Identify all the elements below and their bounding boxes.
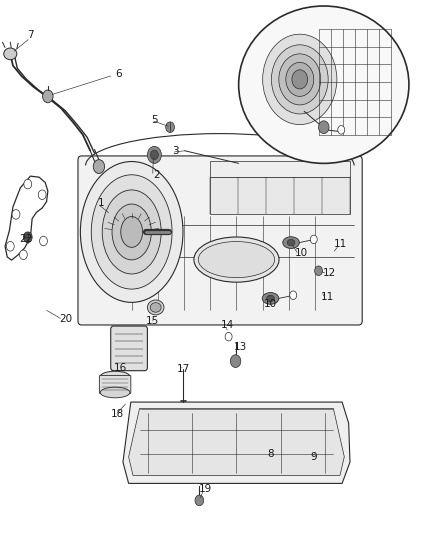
Circle shape — [230, 355, 241, 368]
Circle shape — [148, 147, 161, 164]
Ellipse shape — [239, 6, 409, 164]
Text: 14: 14 — [221, 320, 234, 330]
Text: 12: 12 — [322, 268, 336, 278]
Text: 3: 3 — [172, 146, 179, 156]
Polygon shape — [129, 408, 344, 475]
Circle shape — [292, 70, 307, 89]
Ellipse shape — [287, 239, 295, 246]
Circle shape — [263, 34, 337, 125]
Text: 1: 1 — [98, 198, 104, 208]
Circle shape — [272, 45, 328, 114]
FancyBboxPatch shape — [78, 156, 362, 325]
Ellipse shape — [102, 190, 161, 274]
Ellipse shape — [198, 241, 275, 278]
Ellipse shape — [100, 387, 130, 398]
Ellipse shape — [262, 293, 279, 304]
Text: 10: 10 — [294, 248, 307, 258]
Text: 6: 6 — [115, 69, 122, 79]
Text: 13: 13 — [233, 342, 247, 352]
Text: 7: 7 — [27, 30, 34, 41]
Ellipse shape — [112, 204, 151, 260]
FancyBboxPatch shape — [111, 326, 148, 370]
Circle shape — [195, 495, 204, 506]
Ellipse shape — [121, 216, 143, 247]
Circle shape — [338, 126, 345, 134]
Ellipse shape — [267, 295, 275, 302]
Text: 5: 5 — [151, 115, 158, 125]
Polygon shape — [123, 402, 350, 483]
Text: 16: 16 — [114, 362, 127, 373]
Ellipse shape — [81, 161, 183, 302]
Ellipse shape — [100, 371, 130, 382]
Circle shape — [310, 235, 317, 244]
Circle shape — [23, 232, 32, 243]
Circle shape — [24, 179, 32, 189]
Ellipse shape — [283, 237, 299, 248]
FancyBboxPatch shape — [99, 375, 131, 393]
Text: 11: 11 — [334, 239, 347, 249]
Circle shape — [286, 62, 314, 96]
Circle shape — [318, 121, 329, 134]
Ellipse shape — [150, 303, 161, 312]
Ellipse shape — [4, 48, 17, 60]
Ellipse shape — [91, 175, 172, 289]
Ellipse shape — [194, 237, 279, 282]
Circle shape — [19, 250, 27, 260]
Text: 8: 8 — [267, 449, 274, 458]
Text: 17: 17 — [177, 364, 190, 374]
Circle shape — [93, 160, 105, 173]
Text: 2: 2 — [154, 170, 160, 180]
Circle shape — [39, 236, 47, 246]
Text: 18: 18 — [111, 409, 124, 419]
Text: 10: 10 — [264, 298, 277, 309]
Polygon shape — [210, 177, 350, 214]
Text: 11: 11 — [321, 292, 334, 302]
Text: 20: 20 — [59, 313, 72, 324]
Circle shape — [279, 54, 321, 105]
Text: 9: 9 — [311, 452, 318, 462]
Text: 15: 15 — [146, 316, 159, 326]
Circle shape — [290, 291, 297, 300]
Circle shape — [38, 190, 46, 199]
Text: 19: 19 — [198, 484, 212, 494]
Circle shape — [314, 266, 322, 276]
Circle shape — [150, 150, 158, 160]
Text: 22: 22 — [19, 234, 33, 244]
Circle shape — [7, 241, 14, 251]
Polygon shape — [210, 161, 350, 177]
Circle shape — [12, 209, 20, 219]
Circle shape — [225, 333, 232, 341]
Ellipse shape — [148, 300, 164, 315]
Circle shape — [42, 90, 53, 103]
Circle shape — [166, 122, 174, 133]
